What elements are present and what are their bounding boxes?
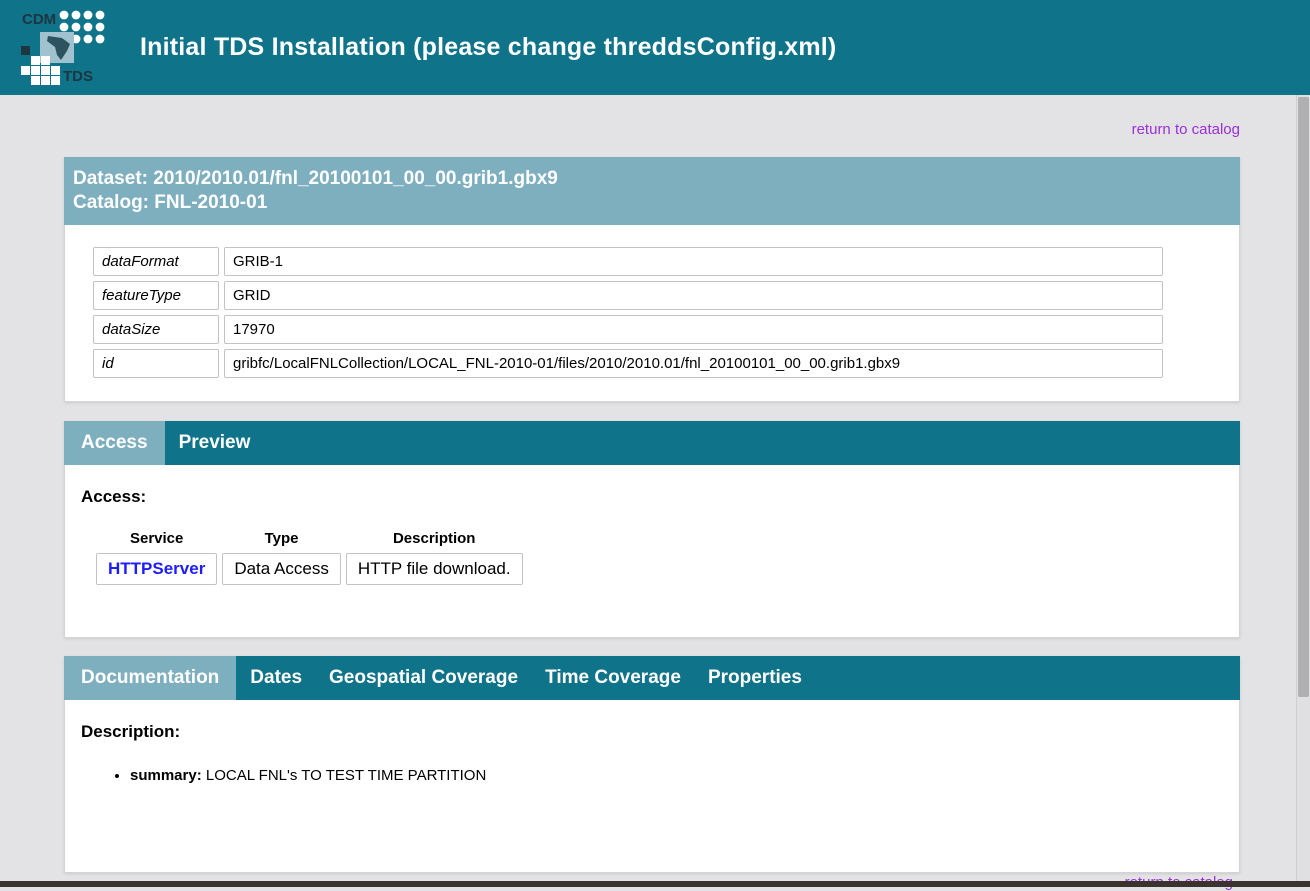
dataset-panel: Dataset: 2010/2010.01/fnl_20100101_00_00… [64,157,1240,402]
page-header: CDM TDS Initial TDS Installation (please… [0,0,1310,95]
tab-access[interactable]: Access [64,421,165,465]
dataset-header-band: Dataset: 2010/2010.01/fnl_20100101_00_00… [64,157,1240,225]
service-column-header: Service [129,530,184,547]
svg-text:CDM: CDM [22,11,56,28]
table-row: HTTPServer Data Access HTTP file downloa… [96,553,523,585]
table-row: id gribfc/LocalFNLCollection/LOCAL_FNL-2… [93,349,1239,378]
description-list: summary: LOCAL FNL's TO TEST TIME PARTIT… [81,766,1239,785]
table-row: featureType GRID [93,281,1239,310]
dataset-line: Dataset: 2010/2010.01/fnl_20100101_00_00… [73,168,558,189]
dataset-properties-table: dataFormat GRIB-1 featureType GRID dataS… [65,225,1239,401]
scrollbar-thumb[interactable] [1298,97,1309,697]
svg-text:TDS: TDS [63,68,93,85]
access-tabbar: Access Preview [64,421,1240,465]
return-link-row: return to catalog [64,121,1240,141]
access-panel: Access Preview Access: Service Type Desc… [64,421,1240,638]
property-label: featureType [93,281,219,310]
type-cell: Data Access [222,553,341,585]
bottom-edge-bar [0,881,1310,887]
catalog-line: Catalog: FNL-2010-01 [73,192,268,213]
service-cell: HTTPServer [96,553,218,585]
description-column-header: Description [392,530,476,547]
tab-documentation[interactable]: Documentation [64,656,237,700]
service-table: Service Type Description HTTPServer Data… [91,523,528,590]
page-title: Initial TDS Installation (please change … [140,33,837,61]
vertical-scrollbar[interactable] [1296,95,1310,887]
tab-time-coverage[interactable]: Time Coverage [545,667,681,688]
documentation-panel: Documentation Dates Geospatial Coverage … [64,656,1240,873]
description-cell: HTTP file download. [345,553,523,585]
tab-dates[interactable]: Dates [250,667,303,688]
tab-preview[interactable]: Preview [178,432,251,453]
tab-geospatial-coverage[interactable]: Geospatial Coverage [329,667,519,688]
documentation-tabbar: Documentation Dates Geospatial Coverage … [64,656,1240,700]
return-to-catalog-link[interactable]: return to catalog [1131,121,1240,138]
table-row: dataSize 17970 [93,315,1239,344]
httpserver-link[interactable]: HTTPServer [108,559,206,578]
property-value: 17970 [224,315,1163,344]
tab-properties[interactable]: Properties [707,667,802,688]
property-value: GRIB-1 [224,247,1163,276]
documentation-body: Description: summary: LOCAL FNL's TO TES… [65,700,1239,872]
property-value: gribfc/LocalFNLCollection/LOCAL_FNL-2010… [224,349,1163,378]
access-body: Access: Service Type Description HTTPSer… [65,465,1239,637]
table-row: dataFormat GRIB-1 [93,247,1239,276]
property-value: GRID [224,281,1163,310]
type-column-header: Type [264,530,299,547]
property-label: dataFormat [93,247,219,276]
summary-text: LOCAL FNL's TO TEST TIME PARTITION [201,767,487,784]
summary-label: summary: [130,767,202,784]
list-item: summary: LOCAL FNL's TO TEST TIME PARTIT… [130,766,1239,785]
description-heading: Description: [81,722,181,741]
access-heading: Access: [81,487,147,506]
cdm-tds-logo-icon: CDM TDS [14,5,110,90]
property-label: id [93,349,219,378]
property-label: dataSize [93,315,219,344]
